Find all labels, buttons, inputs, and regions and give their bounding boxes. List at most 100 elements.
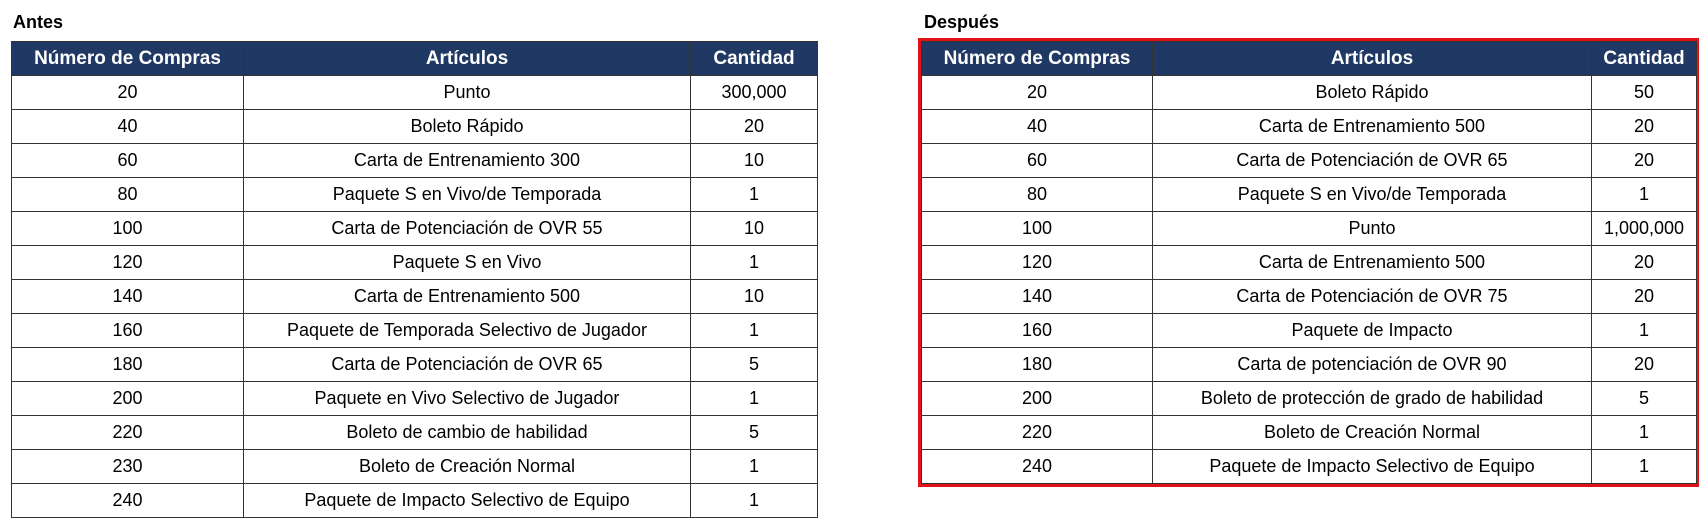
cell: Paquete S en Vivo/de Temporada (243, 177, 691, 212)
header-row: Número de Compras Artículos Cantidad (11, 41, 818, 76)
row: 40 Boleto Rápido 20 (11, 109, 818, 144)
row: 220 Boleto de cambio de habilidad 5 (11, 415, 818, 450)
cell: 240 (11, 483, 244, 518)
cell: 200 (921, 381, 1153, 416)
cell: 1 (690, 313, 818, 348)
cell: 240 (921, 449, 1153, 484)
cell: 200 (11, 381, 244, 416)
cell: 5 (690, 347, 818, 382)
cell: Paquete de Impacto Selectivo de Equipo (243, 483, 691, 518)
row: 100 Punto 1,000,000 (921, 211, 1697, 246)
cell: Carta de Potenciación de OVR 75 (1152, 279, 1592, 314)
row: 80 Paquete S en Vivo/de Temporada 1 (11, 177, 818, 212)
row: 200 Boleto de protección de grado de habi… (921, 381, 1697, 416)
cell: 300,000 (690, 75, 818, 110)
cell: 20 (11, 75, 244, 110)
cell: Punto (243, 75, 691, 110)
table-title: Antes (13, 12, 64, 32)
row: 60 Carta de Potenciación de OVR 65 20 (921, 143, 1697, 178)
cell: 20 (1591, 143, 1697, 178)
cell: 1 (690, 245, 818, 280)
cell: 10 (690, 143, 818, 178)
cell: 220 (11, 415, 244, 450)
cell: 40 (11, 109, 244, 144)
row: 180 Carta de potenciación de OVR 90 20 (921, 347, 1697, 382)
header-row: Número de Compras Artículos Cantidad (921, 41, 1697, 76)
cell: 180 (11, 347, 244, 382)
cell: 1 (1591, 177, 1697, 212)
cell: Carta de Entrenamiento 500 (1152, 109, 1592, 144)
cell: 1 (1591, 415, 1697, 450)
cell: Paquete S en Vivo/de Temporada (1152, 177, 1592, 212)
header-cell: Cantidad (1591, 41, 1697, 76)
cell: Carta de Entrenamiento 500 (1152, 245, 1592, 280)
row: 40 Carta de Entrenamiento 500 20 (921, 109, 1697, 144)
row: 240 Paquete de Impacto Selectivo de Equip… (11, 483, 818, 518)
cell: 60 (921, 143, 1153, 178)
cell: Carta de Potenciación de OVR 65 (243, 347, 691, 382)
row: 230 Boleto de Creación Normal 1 (11, 449, 818, 484)
row: 20 Boleto Rápido 50 (921, 75, 1697, 110)
row: 100 Carta de Potenciación de OVR 55 10 (11, 211, 818, 246)
cell: 50 (1591, 75, 1697, 110)
row: 220 Boleto de Creación Normal 1 (921, 415, 1697, 450)
cell: 10 (690, 279, 818, 314)
cell: 1 (690, 381, 818, 416)
row: 160 Paquete de Temporada Selectivo de Jug… (11, 313, 818, 348)
cell: Carta de Potenciación de OVR 65 (1152, 143, 1592, 178)
cell: 140 (921, 279, 1153, 314)
cell: 5 (1591, 381, 1697, 416)
cell: Paquete de Temporada Selectivo de Jugado… (243, 313, 691, 348)
row: 180 Carta de Potenciación de OVR 65 5 (11, 347, 818, 382)
table-wrap: Número de Compras Artículos Cantidad 20 Punt… (11, 41, 818, 518)
cell: 1,000,000 (1591, 211, 1697, 246)
row: 240 Paquete de Impacto Selectivo de Equip… (921, 449, 1697, 484)
cell: Carta de Potenciación de OVR 55 (243, 211, 691, 246)
cell: 80 (921, 177, 1153, 212)
cell: 1 (1591, 449, 1697, 484)
cell: 10 (690, 211, 818, 246)
cell: 180 (921, 347, 1153, 382)
cell: Paquete en Vivo Selectivo de Jugador (243, 381, 691, 416)
row: 140 Carta de Potenciación de OVR 75 20 (921, 279, 1697, 314)
cell: 100 (11, 211, 244, 246)
cell: 5 (690, 415, 818, 450)
header-cell: Artículos (1152, 41, 1592, 76)
cell: 20 (1591, 347, 1697, 382)
cell: Carta de Entrenamiento 300 (243, 143, 691, 178)
row: 160 Paquete de Impacto 1 (921, 313, 1697, 348)
table: Número de Compras Artículos Cantidad 20 Punt… (11, 41, 818, 518)
table: Número de Compras Artículos Cantidad 20 Bole… (921, 41, 1697, 484)
cell: 20 (921, 75, 1153, 110)
cell: Boleto de cambio de habilidad (243, 415, 691, 450)
cell: 220 (921, 415, 1153, 450)
cell: 20 (1591, 245, 1697, 280)
cell: 1 (1591, 313, 1697, 348)
cell: Boleto de Creación Normal (1152, 415, 1592, 450)
cell: Paquete de Impacto (1152, 313, 1592, 348)
header-cell: Cantidad (690, 41, 818, 76)
row: 140 Carta de Entrenamiento 500 10 (11, 279, 818, 314)
header-cell: Artículos (243, 41, 691, 76)
cell: 100 (921, 211, 1153, 246)
row: 20 Punto 300,000 (11, 75, 818, 110)
cell: Boleto Rápido (1152, 75, 1592, 110)
cell: 140 (11, 279, 244, 314)
cell: 40 (921, 109, 1153, 144)
row: 200 Paquete en Vivo Selectivo de Jugador 1 (11, 381, 818, 416)
cell: Boleto de protección de grado de habilid… (1152, 381, 1592, 416)
cell: Carta de Entrenamiento 500 (243, 279, 691, 314)
cell: 230 (11, 449, 244, 484)
cell: 20 (690, 109, 818, 144)
cell: Punto (1152, 211, 1592, 246)
cell: 60 (11, 143, 244, 178)
table-wrap-highlighted: Número de Compras Artículos Cantidad 20 Bole… (918, 38, 1699, 487)
header-cell: Número de Compras (11, 41, 244, 76)
cell: Boleto de Creación Normal (243, 449, 691, 484)
cell: 80 (11, 177, 244, 212)
cell: Paquete de Impacto Selectivo de Equipo (1152, 449, 1592, 484)
row: 60 Carta de Entrenamiento 300 10 (11, 143, 818, 178)
cell: 160 (921, 313, 1153, 348)
cell: 160 (11, 313, 244, 348)
